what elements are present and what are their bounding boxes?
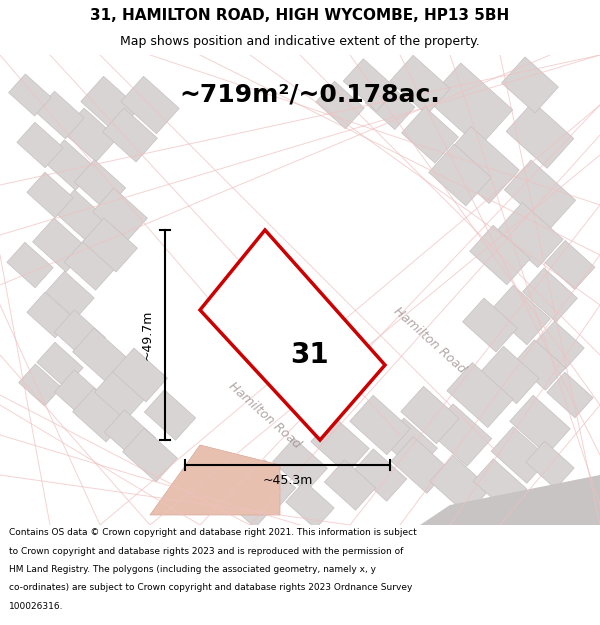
Polygon shape [19, 364, 61, 406]
Polygon shape [55, 190, 106, 240]
Polygon shape [36, 91, 84, 139]
Polygon shape [244, 460, 296, 510]
Polygon shape [325, 460, 376, 510]
Polygon shape [473, 459, 527, 511]
Polygon shape [92, 188, 148, 242]
Text: Contains OS data © Crown copyright and database right 2021. This information is : Contains OS data © Crown copyright and d… [9, 528, 417, 537]
Polygon shape [391, 437, 449, 493]
Polygon shape [8, 74, 52, 116]
Polygon shape [547, 372, 593, 418]
Polygon shape [401, 107, 458, 163]
Polygon shape [510, 395, 570, 455]
Polygon shape [104, 410, 155, 460]
Polygon shape [343, 59, 397, 111]
Polygon shape [514, 340, 566, 390]
Polygon shape [427, 63, 513, 147]
Polygon shape [73, 328, 127, 382]
Polygon shape [55, 310, 106, 360]
Text: 100026316.: 100026316. [9, 602, 64, 611]
Polygon shape [46, 271, 94, 319]
Text: Hamilton Road: Hamilton Road [226, 379, 304, 451]
Polygon shape [463, 298, 517, 352]
Polygon shape [37, 342, 83, 388]
Polygon shape [311, 416, 369, 474]
Polygon shape [74, 160, 125, 210]
Text: co-ordinates) are subject to Crown copyright and database rights 2023 Ordnance S: co-ordinates) are subject to Crown copyr… [9, 584, 412, 592]
Polygon shape [536, 321, 584, 369]
Polygon shape [272, 438, 328, 492]
Text: 31: 31 [290, 341, 329, 369]
Text: Hamilton Road: Hamilton Road [391, 304, 469, 376]
Polygon shape [428, 404, 492, 466]
Polygon shape [401, 386, 459, 444]
Polygon shape [55, 370, 106, 420]
Polygon shape [145, 390, 196, 440]
Polygon shape [7, 242, 53, 288]
Polygon shape [113, 348, 167, 402]
Polygon shape [200, 230, 385, 440]
Polygon shape [429, 144, 491, 206]
Text: ~49.7m: ~49.7m [140, 310, 154, 360]
Polygon shape [286, 481, 334, 529]
Polygon shape [506, 102, 574, 168]
Polygon shape [81, 76, 139, 134]
Text: ~719m²/~0.178ac.: ~719m²/~0.178ac. [179, 83, 440, 107]
Polygon shape [497, 202, 563, 268]
Polygon shape [390, 55, 450, 115]
Polygon shape [316, 81, 364, 129]
Polygon shape [227, 482, 273, 528]
Text: ~45.3m: ~45.3m [262, 474, 313, 486]
Polygon shape [420, 475, 600, 525]
Polygon shape [103, 108, 157, 162]
Text: to Crown copyright and database rights 2023 and is reproduced with the permissio: to Crown copyright and database rights 2… [9, 546, 403, 556]
Text: Map shows position and indicative extent of the property.: Map shows position and indicative extent… [120, 35, 480, 48]
Polygon shape [121, 76, 179, 134]
Polygon shape [383, 418, 437, 472]
Polygon shape [430, 455, 490, 515]
Polygon shape [447, 362, 513, 428]
Polygon shape [526, 441, 574, 489]
Polygon shape [27, 173, 73, 218]
Polygon shape [32, 218, 88, 272]
Polygon shape [481, 346, 539, 404]
Polygon shape [505, 160, 575, 230]
Polygon shape [470, 225, 530, 285]
Polygon shape [64, 240, 116, 290]
Polygon shape [122, 428, 178, 482]
Polygon shape [490, 285, 550, 345]
Polygon shape [150, 445, 280, 515]
Polygon shape [73, 388, 127, 442]
Polygon shape [491, 427, 549, 483]
Polygon shape [83, 218, 137, 272]
Polygon shape [62, 108, 118, 162]
Text: 31, HAMILTON ROAD, HIGH WYCOMBE, HP13 5BH: 31, HAMILTON ROAD, HIGH WYCOMBE, HP13 5B… [91, 8, 509, 23]
Polygon shape [350, 395, 410, 455]
Polygon shape [353, 449, 407, 501]
Polygon shape [545, 241, 595, 289]
Polygon shape [441, 126, 519, 204]
Polygon shape [365, 81, 415, 129]
Polygon shape [523, 268, 577, 322]
Text: HM Land Registry. The polygons (including the associated geometry, namely x, y: HM Land Registry. The polygons (includin… [9, 565, 376, 574]
Polygon shape [502, 57, 559, 113]
Polygon shape [94, 370, 146, 420]
Polygon shape [44, 140, 95, 190]
Polygon shape [17, 122, 63, 168]
Polygon shape [27, 292, 73, 338]
